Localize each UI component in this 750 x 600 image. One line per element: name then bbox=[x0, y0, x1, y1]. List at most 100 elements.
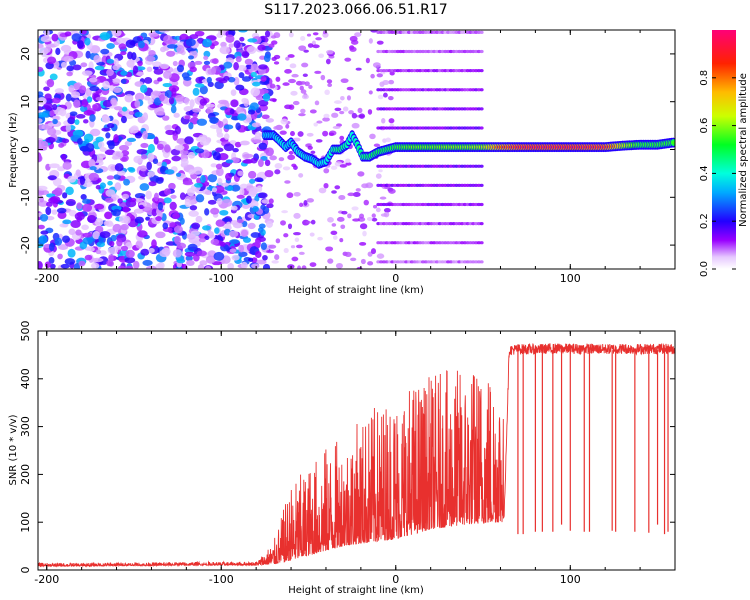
transition-blob bbox=[355, 67, 362, 71]
transition-blob bbox=[351, 112, 358, 119]
harmonic-mark bbox=[465, 30, 470, 34]
noise-blob bbox=[223, 143, 235, 152]
harmonic-mark bbox=[454, 49, 459, 54]
noise-blob bbox=[43, 86, 50, 92]
noise-blob bbox=[266, 203, 274, 209]
harmonic-mark bbox=[379, 30, 384, 34]
harmonic-mark bbox=[443, 164, 448, 168]
harmonic-mark bbox=[395, 260, 400, 264]
noise-blob bbox=[112, 87, 122, 93]
noise-blob bbox=[170, 105, 177, 114]
harmonic-mark bbox=[446, 183, 451, 187]
harmonic-mark bbox=[412, 69, 417, 73]
noise-blob bbox=[183, 76, 192, 81]
transition-blob bbox=[323, 182, 329, 189]
noise-blob bbox=[116, 170, 126, 176]
harmonic-mark bbox=[420, 88, 425, 92]
noise-blob bbox=[38, 118, 43, 124]
harmonic-mark bbox=[437, 183, 442, 187]
harmonic-mark bbox=[429, 88, 434, 92]
harmonic-mark bbox=[418, 88, 423, 92]
harmonic-mark bbox=[384, 221, 389, 226]
harmonic-mark bbox=[409, 69, 414, 73]
noise-blob bbox=[38, 261, 43, 269]
transition-blob bbox=[309, 109, 317, 114]
harmonic-mark bbox=[381, 221, 386, 226]
noise-blob bbox=[120, 245, 129, 252]
noise-blob bbox=[146, 161, 152, 171]
harmonic-mark bbox=[437, 126, 442, 130]
noise-blob bbox=[112, 64, 120, 71]
harmonic-mark bbox=[434, 49, 439, 54]
harmonic-mark bbox=[426, 164, 431, 168]
transition-blob bbox=[372, 204, 378, 209]
harmonic-mark bbox=[429, 202, 434, 207]
harmonic-mark bbox=[462, 260, 467, 264]
harmonic-mark bbox=[376, 30, 381, 34]
noise-blob bbox=[217, 120, 224, 128]
noise-blob bbox=[258, 64, 268, 70]
harmonic-mark bbox=[479, 202, 484, 207]
noise-blob bbox=[43, 102, 53, 110]
harmonic-mark bbox=[446, 69, 451, 73]
noise-blob bbox=[264, 159, 271, 167]
noise-blob bbox=[216, 198, 223, 205]
noise-blob bbox=[68, 209, 77, 217]
transition-blob bbox=[304, 81, 310, 87]
noise-blob bbox=[157, 202, 164, 211]
noise-blob bbox=[185, 111, 195, 116]
harmonic-mark bbox=[451, 107, 456, 111]
harmonic-mark bbox=[429, 221, 434, 226]
transition-blob bbox=[373, 143, 381, 148]
noise-blob bbox=[192, 87, 200, 96]
harmonic-mark bbox=[404, 241, 409, 245]
transition-blob bbox=[383, 92, 388, 98]
noise-blob bbox=[49, 110, 55, 117]
harmonic-mark bbox=[468, 49, 473, 54]
harmonic-mark bbox=[395, 88, 400, 92]
harmonic-mark bbox=[409, 88, 414, 92]
bottom-y-tick-label: 300 bbox=[19, 416, 32, 437]
noise-blob bbox=[171, 87, 177, 96]
harmonic-mark bbox=[376, 241, 381, 245]
harmonic-mark bbox=[384, 241, 389, 245]
harmonic-mark bbox=[479, 221, 484, 226]
noise-blob bbox=[264, 169, 274, 178]
top-y-tick-label: -10 bbox=[19, 188, 32, 206]
harmonic-mark bbox=[454, 88, 459, 92]
noise-blob bbox=[133, 260, 140, 269]
harmonic-mark bbox=[448, 260, 453, 264]
transition-blob bbox=[306, 33, 312, 37]
noise-blob bbox=[75, 114, 86, 119]
transition-blob bbox=[341, 210, 348, 215]
noise-blob bbox=[73, 82, 81, 90]
transition-blob bbox=[296, 244, 303, 249]
harmonic-mark bbox=[437, 221, 442, 226]
noise-blob bbox=[159, 249, 170, 258]
harmonic-mark bbox=[443, 202, 448, 207]
harmonic-mark bbox=[432, 164, 437, 168]
noise-blob bbox=[117, 198, 123, 204]
noise-blob bbox=[86, 96, 93, 103]
transition-blob bbox=[273, 126, 278, 130]
harmonic-mark bbox=[440, 88, 445, 92]
transition-blob bbox=[290, 90, 298, 96]
noise-blob bbox=[120, 70, 128, 76]
noise-blob bbox=[136, 148, 148, 155]
noise-blob bbox=[215, 219, 226, 227]
harmonic-mark bbox=[423, 241, 428, 245]
harmonic-mark bbox=[476, 88, 481, 92]
noise-blob bbox=[158, 30, 170, 33]
noise-blob bbox=[258, 223, 266, 229]
noise-blob bbox=[142, 112, 149, 121]
noise-blob bbox=[260, 75, 267, 82]
harmonic-mark bbox=[390, 30, 395, 34]
noise-blob bbox=[88, 172, 99, 181]
noise-blob bbox=[144, 76, 153, 84]
noise-blob bbox=[107, 180, 113, 186]
harmonic-mark bbox=[376, 183, 381, 187]
harmonic-mark bbox=[376, 69, 381, 73]
harmonic-mark bbox=[409, 183, 414, 187]
noise-blob bbox=[225, 172, 232, 181]
noise-blob bbox=[39, 213, 49, 222]
